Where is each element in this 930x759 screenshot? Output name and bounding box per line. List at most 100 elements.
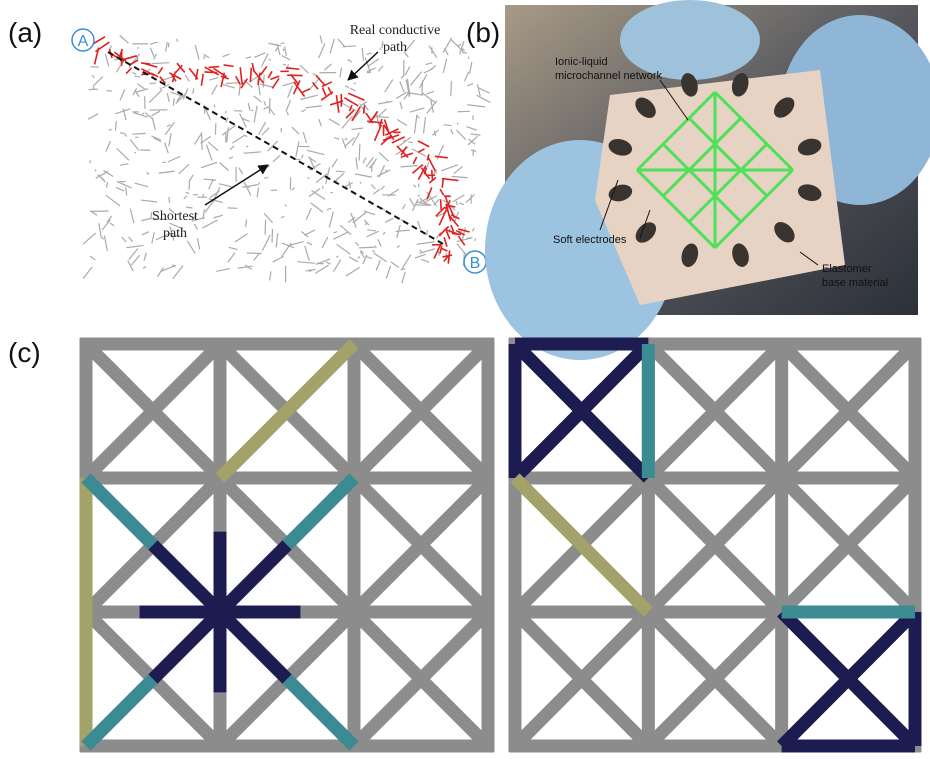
- filler-stick: [141, 218, 151, 220]
- filler-stick: [424, 69, 433, 73]
- filler-stick: [366, 53, 371, 55]
- filler-stick: [106, 195, 120, 206]
- filler-stick: [443, 59, 446, 73]
- filler-stick: [223, 54, 230, 57]
- filler-stick: [262, 53, 269, 66]
- filler-stick: [367, 231, 379, 236]
- filler-stick: [91, 67, 99, 68]
- filler-stick: [166, 42, 168, 51]
- filler-stick: [264, 177, 268, 178]
- conductive-stick: [252, 63, 254, 72]
- filler-stick: [102, 220, 110, 230]
- filler-stick: [377, 170, 390, 176]
- filler-stick: [276, 233, 278, 247]
- conductive-stick: [418, 141, 429, 147]
- filler-stick: [386, 266, 390, 279]
- filler-stick: [83, 267, 92, 279]
- filler-stick: [242, 185, 258, 188]
- conductive-stick: [444, 237, 447, 246]
- filler-stick: [273, 256, 284, 262]
- filler-stick: [380, 48, 381, 50]
- conductive-stick: [442, 179, 459, 181]
- filler-stick: [132, 133, 145, 134]
- filler-stick: [401, 76, 403, 78]
- filler-stick: [421, 259, 429, 262]
- filler-stick: [204, 56, 205, 59]
- filler-stick: [336, 256, 338, 257]
- conductive-stick: [177, 63, 185, 72]
- filler-stick: [413, 185, 416, 187]
- filler-stick: [117, 181, 132, 187]
- filler-stick: [365, 223, 367, 225]
- filler-stick: [466, 194, 474, 202]
- filler-stick: [297, 262, 314, 264]
- filler-stick: [367, 230, 376, 231]
- filler-stick: [292, 187, 295, 190]
- filler-stick: [179, 164, 189, 174]
- filler-stick: [106, 141, 111, 151]
- panel-b: Ionic-liquidmicrochannel networkSoft ele…: [485, 0, 930, 360]
- filler-stick: [165, 122, 174, 135]
- filler-stick: [126, 187, 127, 195]
- filler-stick: [307, 242, 312, 244]
- filler-stick: [346, 267, 360, 276]
- filler-stick: [350, 88, 356, 91]
- filler-stick: [338, 39, 345, 47]
- filler-stick: [209, 179, 214, 189]
- filler-stick: [260, 84, 274, 87]
- filler-stick: [334, 232, 337, 233]
- filler-stick: [326, 262, 331, 264]
- filler-stick: [186, 207, 192, 208]
- filler-stick: [130, 139, 139, 150]
- filler-stick: [159, 171, 175, 173]
- filler-stick: [286, 100, 291, 111]
- filler-stick: [300, 65, 308, 73]
- filler-stick: [311, 203, 323, 212]
- filler-stick: [285, 46, 287, 55]
- filler-stick: [117, 148, 129, 160]
- filler-stick: [257, 187, 258, 197]
- conductive-stick: [258, 73, 260, 85]
- filler-stick: [83, 233, 95, 244]
- conductive-stick: [344, 98, 358, 106]
- filler-stick: [401, 166, 418, 167]
- filler-stick: [479, 88, 490, 93]
- filler-stick: [176, 39, 177, 42]
- filler-stick: [281, 216, 284, 218]
- conductive-stick: [302, 89, 309, 92]
- conductive-stick: [95, 42, 109, 52]
- filler-stick: [307, 150, 324, 154]
- filler-stick: [229, 247, 238, 249]
- filler-stick: [239, 168, 243, 174]
- filler-stick: [146, 172, 149, 174]
- conductive-stick: [418, 149, 424, 152]
- filler-stick: [308, 178, 310, 179]
- filler-stick: [383, 232, 385, 235]
- filler-stick: [165, 143, 169, 154]
- filler-stick: [400, 82, 404, 93]
- filler-stick: [316, 174, 327, 183]
- conductive-stick: [260, 66, 266, 75]
- filler-stick: [475, 239, 476, 241]
- filler-stick: [254, 253, 260, 260]
- filler-stick: [105, 54, 108, 66]
- filler-stick: [470, 62, 472, 74]
- filler-stick: [169, 133, 171, 146]
- filler-stick: [265, 220, 266, 235]
- filler-stick: [414, 116, 416, 134]
- filler-stick: [379, 152, 389, 161]
- filler-stick: [333, 232, 348, 239]
- filler-stick: [397, 119, 407, 125]
- filler-stick: [254, 106, 257, 123]
- filler-stick: [456, 130, 465, 139]
- filler-stick: [351, 128, 363, 129]
- conductive-stick: [323, 88, 326, 96]
- panel-label: (b): [466, 17, 500, 48]
- filler-stick: [371, 184, 375, 189]
- filler-stick: [193, 88, 194, 93]
- conductive-stick: [141, 63, 150, 64]
- filler-stick: [262, 235, 270, 251]
- filler-stick: [93, 76, 103, 86]
- filler-stick: [195, 45, 199, 60]
- filler-stick: [126, 245, 143, 247]
